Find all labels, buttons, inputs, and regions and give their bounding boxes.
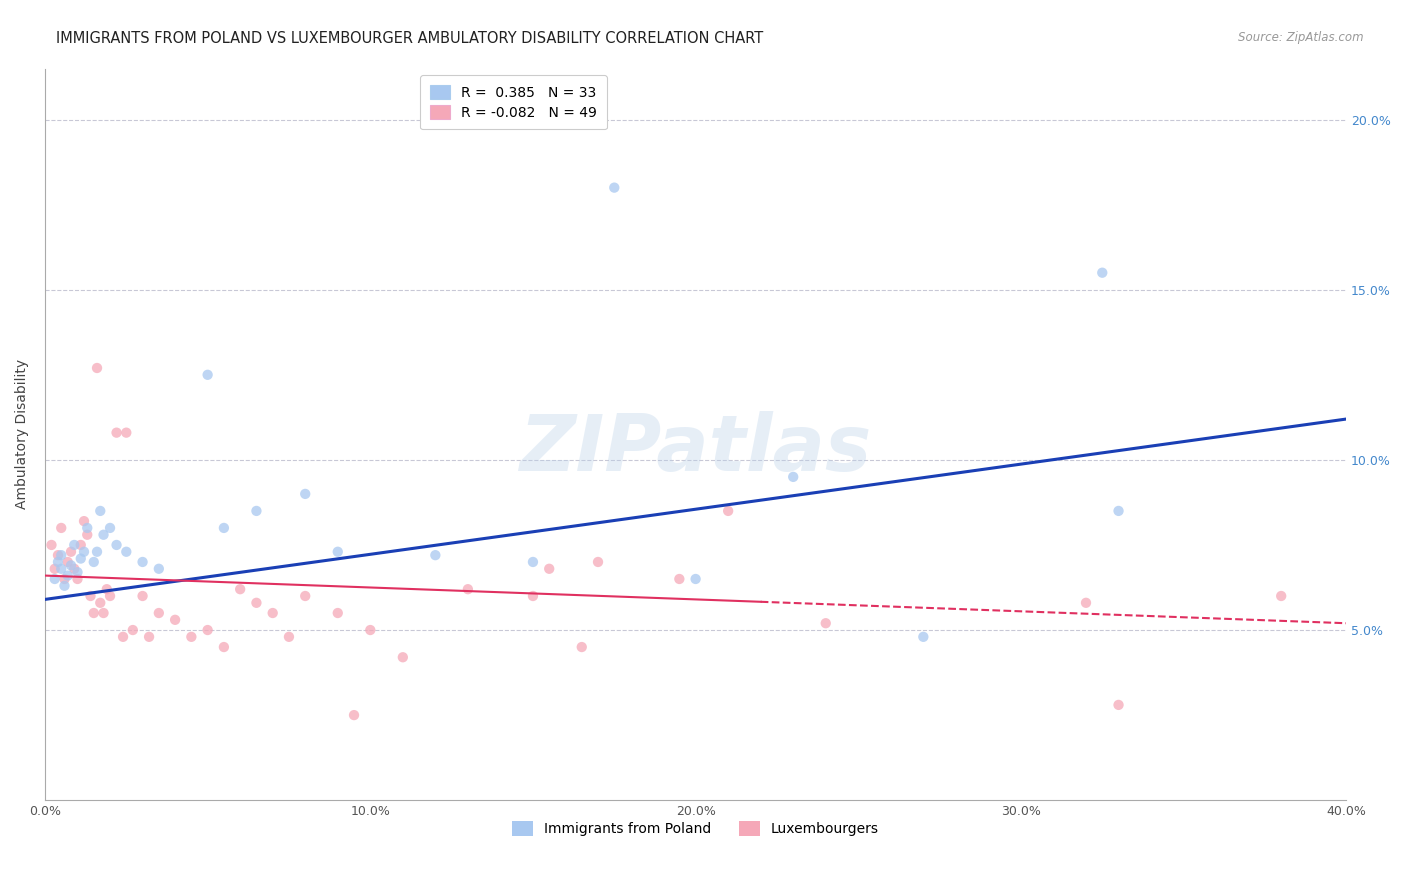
Point	[1270, 589, 1292, 603]
Point	[538, 562, 561, 576]
Point	[73, 545, 96, 559]
Point	[66, 572, 89, 586]
Point	[1108, 698, 1130, 712]
Point	[44, 572, 66, 586]
Point	[63, 562, 86, 576]
Point	[63, 538, 86, 552]
Point	[76, 521, 98, 535]
Point	[294, 589, 316, 603]
Point	[392, 650, 415, 665]
Point	[138, 630, 160, 644]
Point	[115, 545, 138, 559]
Text: Source: ZipAtlas.com: Source: ZipAtlas.com	[1239, 31, 1364, 45]
Legend: Immigrants from Poland, Luxembourgers: Immigrants from Poland, Luxembourgers	[503, 813, 887, 845]
Text: ZIPatlas: ZIPatlas	[519, 411, 872, 487]
Point	[83, 555, 105, 569]
Point	[83, 606, 105, 620]
Point	[148, 562, 170, 576]
Point	[197, 368, 219, 382]
Point	[814, 616, 837, 631]
Point	[1074, 596, 1097, 610]
Point	[586, 555, 609, 569]
Point	[56, 555, 79, 569]
Point	[46, 555, 69, 569]
Point	[782, 470, 804, 484]
Point	[98, 589, 121, 603]
Point	[912, 630, 935, 644]
Point	[197, 623, 219, 637]
Point	[76, 527, 98, 541]
Text: IMMIGRANTS FROM POLAND VS LUXEMBOURGER AMBULATORY DISABILITY CORRELATION CHART: IMMIGRANTS FROM POLAND VS LUXEMBOURGER A…	[56, 31, 763, 46]
Point	[105, 425, 128, 440]
Point	[51, 521, 73, 535]
Point	[93, 527, 115, 541]
Point	[93, 606, 115, 620]
Point	[41, 538, 63, 552]
Point	[86, 361, 108, 376]
Point	[165, 613, 187, 627]
Point	[69, 551, 91, 566]
Point	[262, 606, 284, 620]
Point	[245, 504, 267, 518]
Point	[603, 180, 626, 194]
Point	[212, 640, 235, 654]
Point	[326, 545, 349, 559]
Point	[69, 538, 91, 552]
Point	[53, 572, 76, 586]
Point	[571, 640, 593, 654]
Point	[326, 606, 349, 620]
Point	[115, 425, 138, 440]
Point	[522, 555, 544, 569]
Point	[229, 582, 252, 597]
Point	[245, 596, 267, 610]
Point	[59, 558, 82, 573]
Point	[89, 504, 111, 518]
Point	[121, 623, 143, 637]
Point	[522, 589, 544, 603]
Point	[73, 514, 96, 528]
Point	[343, 708, 366, 723]
Point	[425, 548, 447, 562]
Point	[98, 521, 121, 535]
Point	[148, 606, 170, 620]
Point	[668, 572, 690, 586]
Point	[53, 579, 76, 593]
Point	[79, 589, 101, 603]
Point	[51, 562, 73, 576]
Point	[1091, 266, 1114, 280]
Point	[1108, 504, 1130, 518]
Y-axis label: Ambulatory Disability: Ambulatory Disability	[15, 359, 30, 509]
Point	[131, 589, 153, 603]
Point	[685, 572, 707, 586]
Point	[212, 521, 235, 535]
Point	[46, 548, 69, 562]
Point	[457, 582, 479, 597]
Point	[66, 565, 89, 579]
Point	[86, 545, 108, 559]
Point	[294, 487, 316, 501]
Point	[96, 582, 118, 597]
Point	[56, 568, 79, 582]
Point	[278, 630, 301, 644]
Point	[89, 596, 111, 610]
Point	[105, 538, 128, 552]
Point	[59, 545, 82, 559]
Point	[131, 555, 153, 569]
Point	[717, 504, 740, 518]
Point	[51, 548, 73, 562]
Point	[112, 630, 135, 644]
Point	[359, 623, 381, 637]
Point	[44, 562, 66, 576]
Point	[180, 630, 202, 644]
